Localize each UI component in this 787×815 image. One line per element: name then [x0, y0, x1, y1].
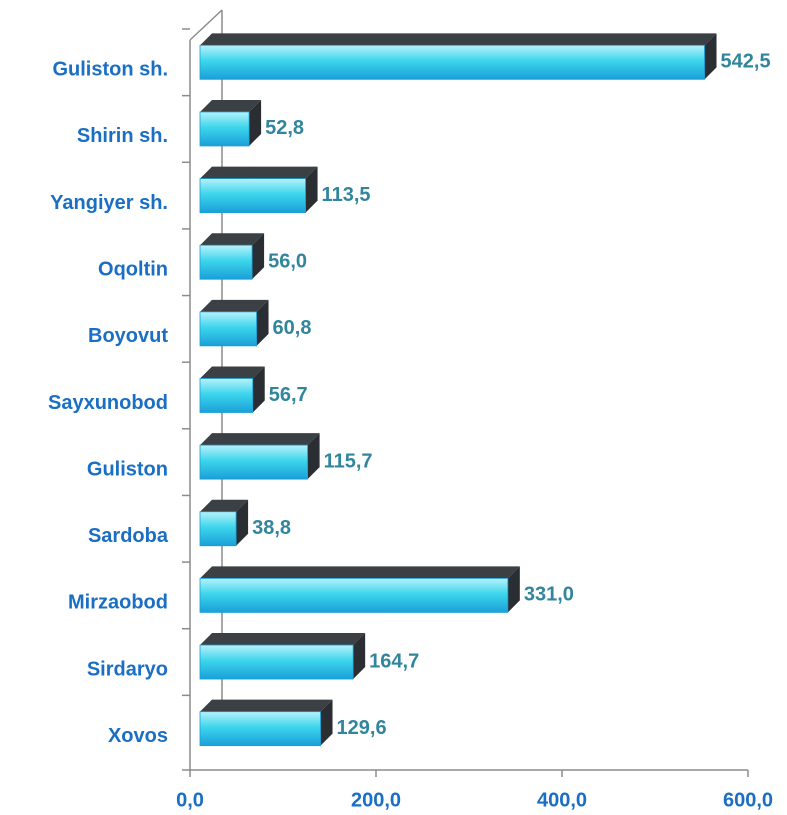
x-tick-label: 200,0	[351, 789, 401, 811]
value-label: 115,7	[324, 450, 373, 472]
y-tick-label: Guliston sh.	[52, 59, 168, 81]
y-tick-label: Boyovut	[88, 325, 168, 347]
bar-side	[249, 99, 262, 146]
y-tick-label: Guliston	[87, 458, 168, 480]
bar-top	[200, 499, 249, 512]
y-tick-label: Yangiyer sh.	[50, 192, 168, 214]
bar-side	[252, 233, 265, 280]
bar-side	[307, 433, 320, 480]
bar	[199, 644, 354, 680]
bar-top	[200, 233, 265, 246]
value-label: 52,8	[265, 117, 304, 139]
y-tick-label: Sardoba	[88, 525, 169, 547]
bar	[199, 578, 509, 613]
bar	[199, 378, 254, 413]
bar-side	[353, 633, 366, 680]
bar	[199, 111, 250, 147]
y-tick-label: Mirzaobod	[68, 592, 168, 614]
value-label: 56,7	[269, 384, 308, 406]
y-tick-label: Sayxunobod	[48, 392, 168, 414]
bar	[199, 511, 237, 547]
bar-top	[200, 433, 320, 446]
bar	[199, 244, 253, 280]
bar-side	[256, 299, 269, 346]
bar-top	[200, 699, 333, 712]
bar	[199, 444, 309, 480]
bar-side	[236, 499, 249, 546]
bar-side	[320, 699, 333, 746]
y-tick-label: Oqoltin	[98, 259, 168, 281]
value-label: 38,8	[252, 517, 291, 539]
y-tick-label: Sirdaryo	[87, 658, 168, 680]
value-label: 60,8	[273, 317, 312, 339]
bar-side	[704, 33, 717, 80]
bar-top	[200, 33, 717, 46]
bar-top	[200, 366, 265, 379]
x-tick-label: 400,0	[537, 789, 587, 811]
y-tick-label: Shirin sh.	[77, 125, 168, 147]
value-label: 164,7	[369, 650, 419, 672]
bar	[199, 178, 306, 213]
y-tick-label: Xovos	[108, 725, 168, 747]
value-label: 56,0	[268, 251, 307, 273]
bar-top	[200, 166, 318, 179]
value-label: 129,6	[337, 717, 387, 739]
bar-top	[200, 566, 520, 579]
bar-top	[200, 299, 269, 312]
bar	[199, 311, 257, 347]
bar-side	[305, 166, 318, 213]
wall-top-edge	[189, 9, 223, 41]
value-label: 113,5	[322, 184, 371, 206]
x-tick-label: 0,0	[176, 789, 204, 811]
bar-top	[200, 99, 262, 112]
bar-top	[200, 633, 366, 646]
x-tick-label: 600,0	[723, 789, 773, 811]
bar	[199, 44, 705, 80]
bar-side	[252, 366, 265, 413]
bar	[199, 711, 321, 747]
bar-side	[507, 566, 520, 613]
value-label: 542,5	[721, 51, 771, 73]
value-label: 331,0	[524, 584, 574, 606]
